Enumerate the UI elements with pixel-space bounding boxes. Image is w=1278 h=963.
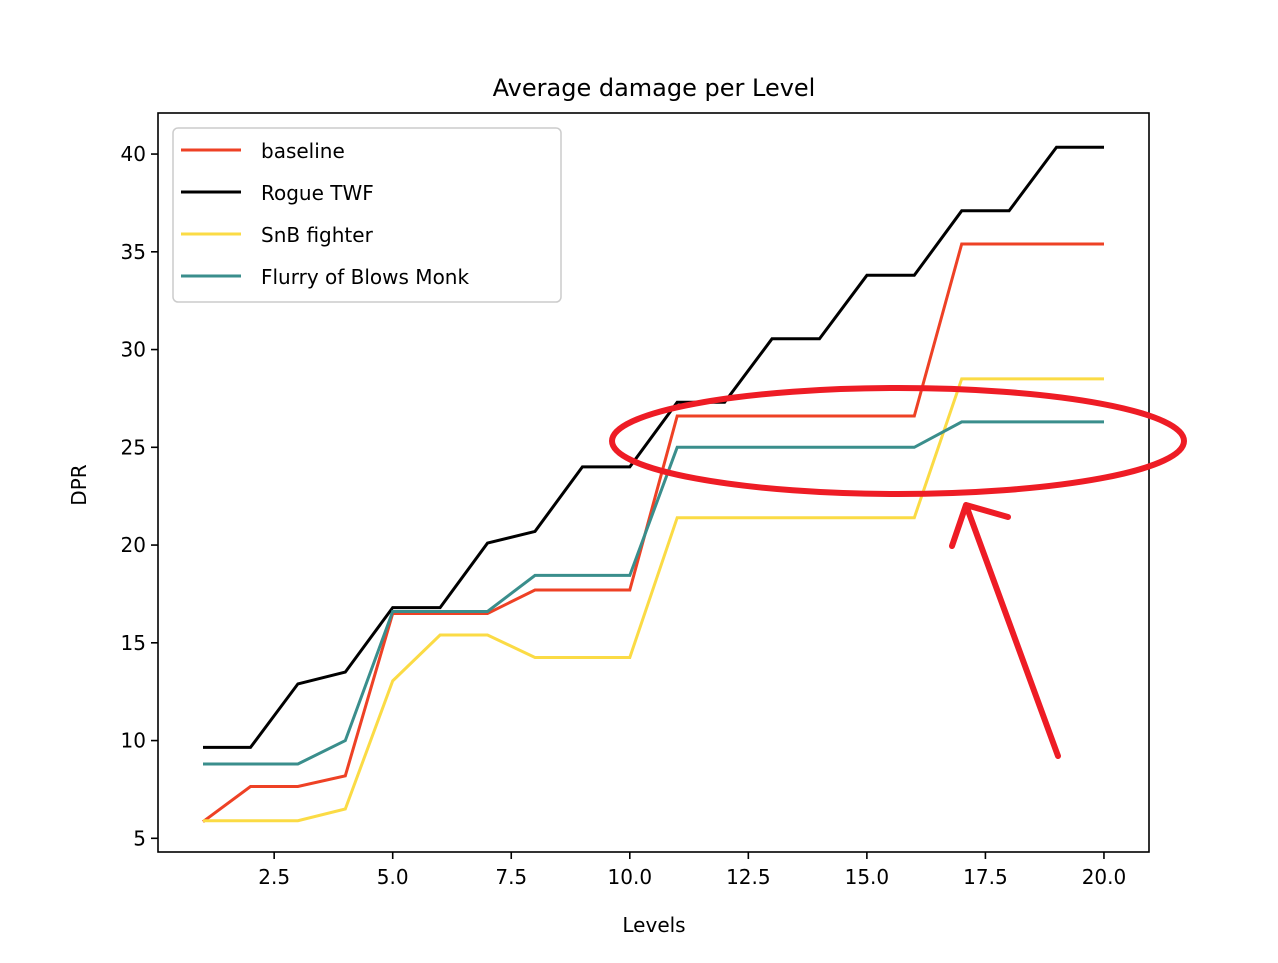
- legend-label: Rogue TWF: [261, 181, 374, 205]
- y-axis-label: DPR: [67, 464, 91, 505]
- y-tick-label: 25: [121, 435, 146, 459]
- series-line-snb-fighter: [203, 377, 1104, 823]
- highlight-ellipse: [609, 385, 1187, 497]
- y-tick-label: 40: [121, 142, 146, 166]
- chart-title: Average damage per Level: [493, 74, 816, 102]
- y-tick-label: 20: [121, 533, 146, 557]
- x-tick-label: 20.0: [1082, 865, 1127, 889]
- legend-label: baseline: [261, 139, 345, 163]
- series-line-flurry-of-blows-monk: [203, 420, 1104, 766]
- x-tick-label: 15.0: [845, 865, 890, 889]
- legend-label: SnB fighter: [261, 223, 374, 247]
- y-tick-label: 35: [121, 240, 146, 264]
- legend-label: Flurry of Blows Monk: [261, 265, 469, 289]
- x-tick-label: 10.0: [608, 865, 653, 889]
- y-tick-label: 30: [121, 338, 146, 362]
- highlight-arrow: [949, 502, 1061, 759]
- series-line-rogue-twf: [203, 145, 1104, 749]
- y-tick-label: 10: [121, 729, 146, 753]
- x-tick-label: 5.0: [377, 865, 409, 889]
- y-tick-label: 15: [121, 631, 146, 655]
- plot-frame: [157, 112, 1150, 853]
- legend: baseline Rogue TWF SnB fighter Flurry of Bl…: [172, 127, 562, 303]
- legend-box: [172, 127, 562, 303]
- y-tick-label: 5: [133, 826, 146, 850]
- x-tick-label: 7.5: [495, 865, 527, 889]
- series-line-baseline: [202, 242, 1104, 823]
- x-tick-label: 17.5: [963, 865, 1008, 889]
- x-tick-label: 2.5: [258, 865, 290, 889]
- x-tick-label: 12.5: [726, 865, 771, 889]
- x-axis-label: Levels: [622, 913, 685, 937]
